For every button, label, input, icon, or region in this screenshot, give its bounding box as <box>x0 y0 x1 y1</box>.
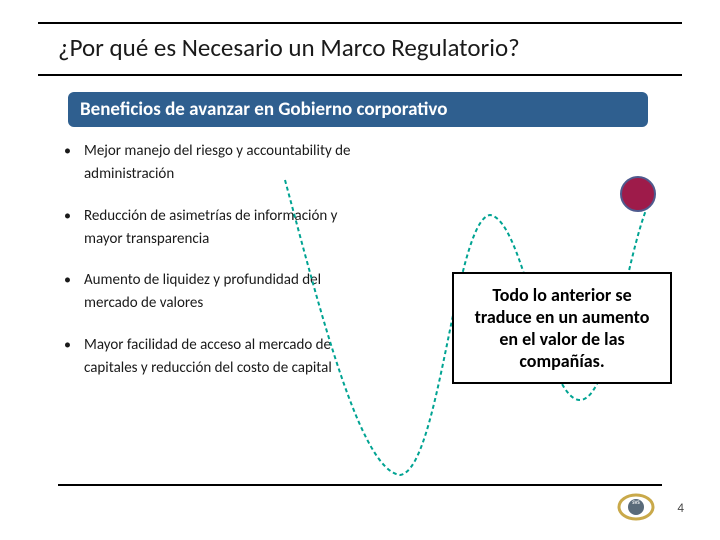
callout-text: Todo lo anterior se traduce en un aument… <box>475 284 650 372</box>
subtitle-bar: Beneficios de avanzar en Gobierno corpor… <box>68 92 648 127</box>
list-item: Aumento de liquidez y profundidad del me… <box>58 269 378 316</box>
bounce-ball <box>620 176 656 212</box>
subtitle-text: Beneficios de avanzar en Gobierno corpor… <box>80 98 447 121</box>
svs-logo-icon: SVS <box>614 492 658 526</box>
page-number: 4 <box>677 501 684 516</box>
slide-title: ¿Por qué es Necesario un Marco Regulator… <box>58 32 680 63</box>
title-rule-top <box>38 22 682 24</box>
list-item: Mayor facilidad de acceso al mercado de … <box>58 334 378 381</box>
slide: ¿Por qué es Necesario un Marco Regulator… <box>0 0 720 540</box>
bottom-rule <box>58 484 662 486</box>
logo-caption: SVS <box>632 500 640 506</box>
callout-box: Todo lo anterior se traduce en un aument… <box>452 272 672 384</box>
title-rule-bottom <box>38 74 682 76</box>
bullet-list: Mejor manejo del riesgo y accountability… <box>58 140 378 398</box>
list-item: Reducción de asimetrías de información y… <box>58 205 378 252</box>
list-item: Mejor manejo del riesgo y accountability… <box>58 140 378 187</box>
